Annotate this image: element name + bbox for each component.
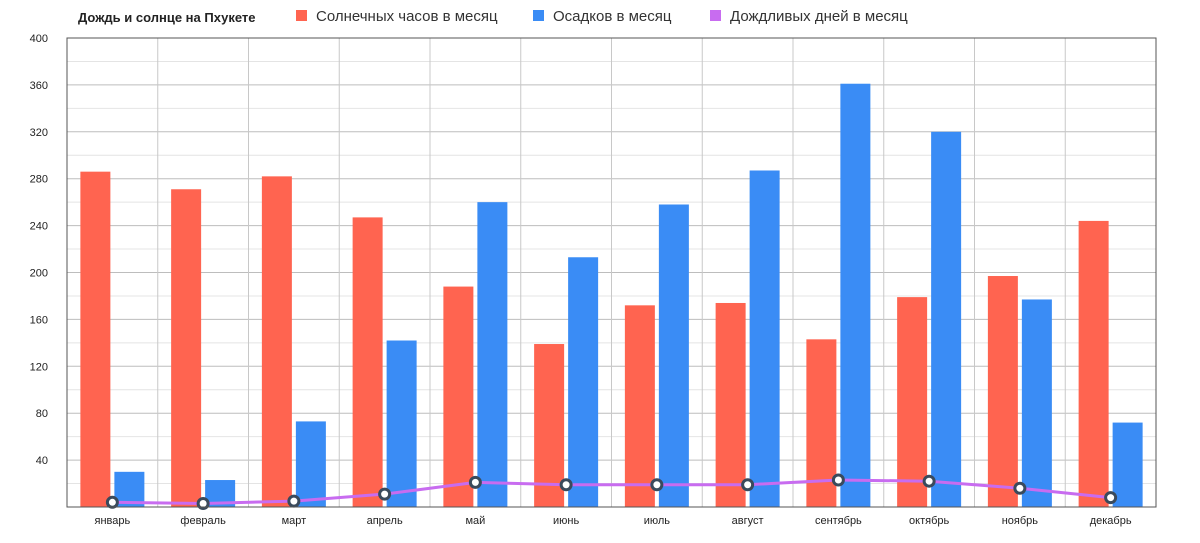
y-tick-label: 200	[30, 268, 48, 280]
x-tick-label: июль	[644, 515, 671, 527]
y-tick-label: 240	[30, 221, 48, 233]
legend: Солнечных часов в месяц Осадков в месяц До…	[296, 8, 908, 25]
bar-precipitation	[931, 131, 962, 508]
x-tick-label: ноябрь	[1002, 515, 1039, 527]
y-tick-label: 360	[30, 80, 48, 92]
bar-precipitation	[477, 202, 508, 507]
bar-precipitation	[1021, 299, 1052, 507]
bar-sunshine	[352, 217, 383, 507]
x-tick-label: июнь	[553, 515, 579, 527]
rainy-days-point	[559, 478, 573, 492]
x-tick-label: март	[282, 515, 307, 527]
x-tick-label: август	[732, 515, 764, 527]
rainy-days-line	[112, 478, 1111, 505]
bar-precipitation	[568, 257, 599, 507]
bar-precipitation	[295, 421, 326, 507]
bar-precipitation	[840, 83, 871, 507]
chart-title: Дождь и солнце на Пхукете	[78, 10, 255, 25]
bar-precipitation	[749, 170, 780, 507]
x-tick-label: апрель	[367, 515, 403, 527]
rainy-days-point	[196, 496, 210, 510]
grid	[67, 37, 1156, 507]
legend-swatch	[710, 10, 721, 21]
bar-precipitation	[386, 340, 417, 507]
bar-sunshine	[171, 189, 202, 507]
x-tick-label: январь	[95, 515, 131, 527]
rainy-days-point	[741, 478, 755, 492]
bar-sunshine	[80, 171, 111, 508]
y-tick-label: 400	[30, 33, 48, 45]
line-series	[105, 473, 1118, 510]
legend-swatch	[533, 10, 544, 21]
y-tick-label: 40	[36, 455, 48, 467]
rainy-days-point	[650, 478, 664, 492]
y-tick-label: 120	[30, 361, 48, 373]
rainy-days-point	[287, 494, 301, 508]
bar-sunshine	[624, 305, 655, 507]
bar-sunshine	[987, 276, 1018, 507]
legend-swatch	[296, 10, 307, 21]
rainy-days-point	[378, 487, 392, 501]
bar-sunshine	[261, 176, 292, 508]
y-tick-label: 320	[30, 127, 48, 139]
x-tick-label: октябрь	[909, 515, 949, 527]
x-tick-label: февраль	[180, 515, 226, 527]
legend-label: Солнечных часов в месяц	[316, 8, 498, 25]
legend-label: Дождливых дней в месяц	[730, 8, 908, 25]
x-tick-label: май	[465, 515, 485, 527]
x-tick-label: декабрь	[1090, 515, 1132, 527]
y-tick-label: 160	[30, 314, 48, 326]
rainy-days-point	[468, 475, 482, 489]
rainy-days-point	[922, 474, 936, 488]
axes: 40 80 120 160 200 240 280 320 360 400 январь феврал…	[30, 33, 1157, 527]
legend-label: Осадков в месяц	[553, 8, 672, 25]
plot-frame	[66, 37, 1157, 508]
bar-sunshine	[1078, 220, 1109, 507]
bar-precipitation	[1112, 422, 1143, 507]
rainy-days-point	[1104, 491, 1118, 505]
rainy-days-point	[105, 495, 119, 509]
bar-sunshine	[897, 297, 928, 507]
bar-precipitation	[658, 204, 689, 507]
rainy-days-point	[1013, 481, 1027, 495]
x-tick-label: сентябрь	[815, 515, 862, 527]
bar-sunshine	[715, 302, 746, 507]
rainy-days-point	[831, 473, 845, 487]
bar-sunshine	[443, 286, 474, 507]
bars	[80, 83, 1143, 508]
y-tick-label: 80	[36, 408, 48, 420]
y-tick-label: 280	[30, 174, 48, 186]
bar-sunshine	[534, 344, 565, 507]
